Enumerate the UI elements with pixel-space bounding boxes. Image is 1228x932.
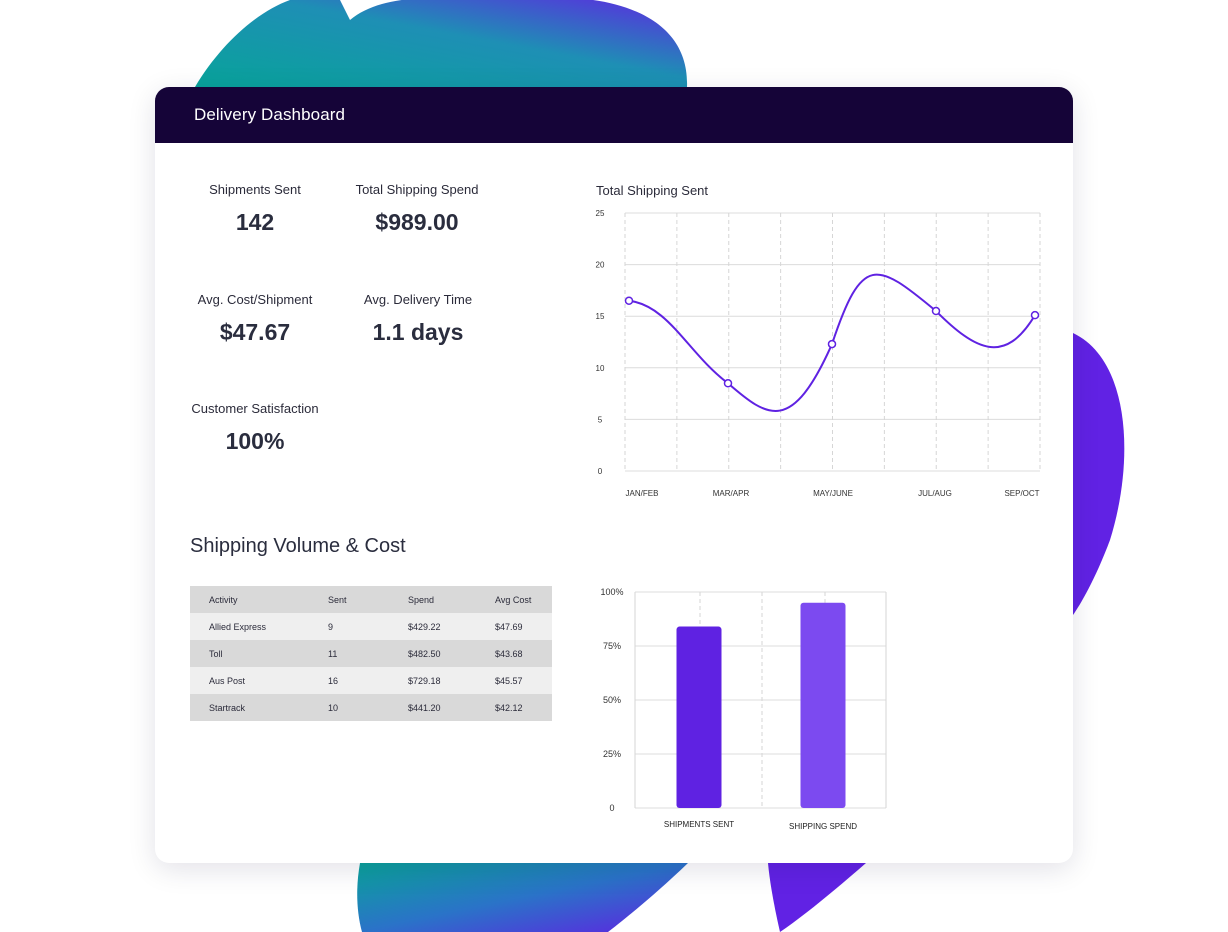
column-header: Spend	[408, 594, 435, 605]
column-header: Activity	[209, 594, 238, 605]
table-cell: Toll	[209, 648, 223, 659]
line-y-tick-label: 0	[598, 467, 603, 476]
stat-value: 100%	[225, 428, 285, 454]
line-y-tick-label: 20	[596, 261, 605, 270]
table-cell: 9	[328, 621, 334, 632]
line-x-tick-label: MAY/JUNE	[813, 489, 853, 498]
stat-value: $989.00	[375, 209, 459, 235]
stat-customer-satisfaction: Customer Satisfaction 100%	[170, 401, 340, 455]
stat-label: Avg. Cost/Shipment	[197, 292, 313, 307]
line-y-tick-label: 5	[598, 415, 603, 424]
bar-y-tick-label: 75%	[603, 641, 621, 651]
line-point	[827, 339, 837, 349]
stat-value: $47.67	[219, 319, 291, 345]
line-point	[931, 306, 941, 316]
dashboard-title: Delivery Dashboard	[194, 105, 346, 124]
table-row: Startrack 10 $441.20 $42.12	[190, 694, 552, 721]
line-x-tick-label: MAR/APR	[713, 489, 750, 498]
stat-label: Total Shipping Spend	[355, 182, 479, 197]
shipping-volume-title: Shipping Volume & Cost	[190, 535, 406, 557]
bar-category-label: SHIPMENTS SENT	[664, 820, 734, 829]
table-cell: $482.50	[408, 648, 441, 659]
table-cell: $45.57	[495, 675, 523, 686]
table-header-row: Activity Sent Spend Avg Cost	[190, 586, 552, 613]
column-header: Sent	[328, 594, 347, 605]
blob-top	[195, 0, 688, 87]
bar-y-tick-label: 50%	[603, 695, 621, 705]
bar-y-tick-label: 0	[609, 803, 614, 813]
stat-avg-delivery-time: Avg. Delivery Time 1.1 days	[333, 292, 503, 346]
stat-total-shipping-spend: Total Shipping Spend $989.00	[332, 182, 502, 236]
table-cell: $47.69	[495, 621, 523, 632]
stat-value: 142	[235, 209, 275, 235]
shipping-volume-table: Activity Sent Spend Avg Cost Allied Expr…	[190, 586, 552, 721]
blob-bottom-left	[357, 863, 688, 932]
column-header: Avg Cost	[495, 594, 532, 605]
stat-shipments-sent: Shipments Sent 142	[170, 182, 340, 236]
bar-chart: 0 25% 50% 75% 100% SHIPMENTS SENT SHIPPING SPE…	[600, 587, 887, 831]
line-point	[723, 379, 733, 388]
table-cell: 10	[328, 702, 339, 713]
stat-label: Customer Satisfaction	[191, 401, 319, 416]
blob-bottom-right	[768, 863, 866, 932]
table-cell: $729.18	[408, 675, 441, 686]
stat-label: Shipments Sent	[209, 182, 301, 197]
table-cell: 11	[328, 648, 338, 659]
stat-label: Avg. Delivery Time	[363, 292, 473, 307]
line-y-tick-label: 25	[596, 209, 605, 218]
line-point	[1030, 310, 1040, 320]
line-x-tick-label: JUL/AUG	[918, 489, 952, 498]
table-cell: Aus Post	[209, 675, 246, 686]
bar	[676, 626, 722, 808]
line-chart-title: Total Shipping Sent	[596, 183, 709, 198]
bar-y-tick-label: 100%	[600, 587, 623, 597]
card-header: Delivery Dashboard	[155, 87, 1073, 143]
table-cell: $441.20	[408, 702, 441, 713]
table-cell: $429.22	[408, 621, 441, 632]
line-y-tick-label: 10	[596, 364, 605, 373]
table-cell: $42.12	[495, 702, 523, 713]
blob-right	[1073, 333, 1125, 615]
table-cell: $43.68	[495, 648, 523, 659]
stat-value: 1.1 days	[372, 319, 464, 345]
table-cell: Allied Express	[209, 621, 267, 632]
line-y-tick-label: 15	[596, 312, 605, 321]
table-cell: Startrack	[209, 702, 246, 713]
table-row: Toll 11 $482.50 $43.68	[190, 640, 552, 667]
table-cell: 16	[328, 675, 339, 686]
line-point	[624, 296, 634, 305]
dashboard-card: Delivery Dashboard Shipments Sent 142 To…	[155, 87, 1073, 863]
bar-category-label: SHIPPING SPEND	[789, 822, 857, 831]
line-x-tick-label: JAN/FEB	[626, 489, 659, 498]
table-row: Allied Express 9 $429.22 $47.69	[190, 613, 552, 640]
line-x-tick-label: SEP/OCT	[1004, 489, 1039, 498]
table-row: Aus Post 16 $729.18 $45.57	[190, 667, 552, 694]
bar-y-tick-label: 25%	[603, 749, 621, 759]
line-chart: 0 5 10 15 20 25 JAN/FEB MAR/APR MAY/JUNE JUL/AUG S…	[596, 209, 1041, 498]
bar	[800, 602, 846, 808]
stat-avg-cost-shipment: Avg. Cost/Shipment $47.67	[170, 292, 340, 346]
